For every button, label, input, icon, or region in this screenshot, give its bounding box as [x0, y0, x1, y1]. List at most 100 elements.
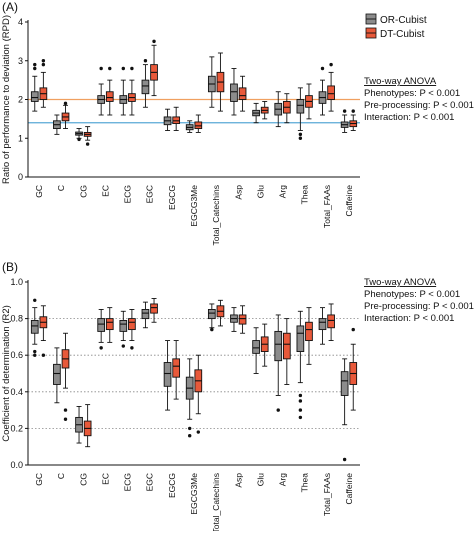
x-tick-label: EGC [145, 473, 155, 491]
outlier-point [320, 66, 325, 71]
outlier-point [188, 426, 192, 431]
box [30, 91, 39, 102]
y-tick-label: 0.6 [10, 350, 23, 360]
outlier-point [41, 59, 46, 63]
x-tick-label: Caffeine [344, 185, 354, 217]
category-group [30, 298, 48, 357]
category-group [53, 101, 70, 135]
dt-cubist-box [282, 93, 291, 124]
y-tick-label: 0 [18, 172, 23, 182]
box [128, 318, 136, 331]
x-tick-label: EGCG3Me [189, 185, 199, 227]
dt-cubist-box [260, 323, 269, 367]
dt-cubist-box [172, 340, 181, 400]
or-cubist-box [252, 102, 260, 124]
outlier-point [351, 327, 355, 332]
outlier-point [63, 417, 68, 421]
dt-cubist-box [238, 305, 247, 334]
or-cubist-box [274, 91, 283, 128]
or-cubist-box [53, 347, 61, 404]
box [274, 330, 283, 362]
panel-a: 0 1 2 3 4 Ratio of performance to deviation (… [1, 0, 474, 245]
y-tick-label: 0.0 [10, 460, 23, 470]
panel-label: (B) [2, 260, 18, 274]
category-group [185, 354, 203, 438]
category-group [141, 39, 158, 108]
category-group [75, 126, 92, 146]
anova-line: Interaction: P < 0.001 [364, 313, 454, 324]
x-tick-label: Total_Catechins [211, 473, 221, 531]
x-tick-label: ECG [123, 185, 133, 203]
box [327, 85, 335, 100]
x-tick-label: ECG [123, 473, 133, 491]
x-tick-label: Asp [233, 473, 243, 488]
box [172, 358, 181, 378]
box [105, 91, 114, 102]
box [238, 87, 247, 100]
x-tick-label: Asp [233, 185, 243, 200]
or-cubist-box [163, 108, 172, 131]
box [305, 321, 313, 342]
outlier-point [298, 393, 303, 398]
category-group [163, 340, 181, 411]
outlier-point [121, 66, 126, 71]
dt-cubist-box [172, 106, 181, 131]
x-tick-label: Arg [278, 473, 288, 487]
x-tick-label: Thea [300, 473, 310, 493]
dt-cubist-box [194, 354, 203, 434]
or-cubist-box [230, 68, 238, 116]
or-cubist-box [340, 358, 349, 462]
y-tick-label: 4 [18, 17, 23, 27]
outlier-point [130, 346, 134, 350]
box [238, 314, 247, 325]
anova-line: Phenotypes: P < 0.001 [364, 88, 460, 99]
outlier-point [77, 137, 81, 142]
box [327, 314, 335, 329]
or-cubist-box [75, 405, 83, 444]
outlier-point [298, 399, 303, 403]
outlier-point [121, 344, 126, 348]
dt-cubist-box [327, 303, 335, 342]
outlier-point [63, 101, 68, 106]
box [340, 371, 349, 396]
outlier-point [33, 353, 37, 357]
outlier-point [298, 132, 303, 137]
or-cubist-box [207, 303, 216, 332]
box [172, 116, 181, 124]
anova-line: Phenotypes: P < 0.001 [364, 289, 460, 300]
or-cubist-box [97, 309, 106, 350]
category-group [75, 404, 92, 448]
x-tick-label: C [56, 473, 66, 479]
x-tick-label: C [56, 185, 66, 191]
category-group [296, 83, 313, 140]
anova-title: Two-way ANOVA [364, 76, 437, 87]
category-group [97, 307, 114, 350]
outlier-point [152, 39, 156, 44]
y-tick-label: 1 [18, 133, 23, 143]
y-tick-label: 0.2 [10, 423, 23, 433]
outlier-point [276, 408, 280, 412]
outlier-point [188, 434, 192, 438]
dt-cubist-box [105, 66, 114, 116]
dt-cubist-box [194, 114, 203, 133]
x-tick-label: EGCG [167, 185, 177, 210]
dt-cubist-box [128, 309, 136, 350]
dt-cubist-box [61, 101, 70, 130]
outlier-point [33, 66, 37, 71]
box [252, 340, 260, 354]
box [105, 318, 114, 331]
outlier-point [33, 62, 37, 67]
dt-cubist-box [150, 39, 158, 97]
category-group [318, 62, 335, 116]
category-group [230, 68, 247, 116]
category-group [97, 66, 114, 116]
dt-cubist-box [349, 109, 358, 131]
category-group [230, 305, 247, 334]
or-cubist-box [318, 66, 327, 116]
category-group [296, 307, 313, 420]
outlier-point [298, 136, 303, 140]
category-group [318, 303, 335, 345]
x-tick-label: EC [100, 473, 110, 485]
